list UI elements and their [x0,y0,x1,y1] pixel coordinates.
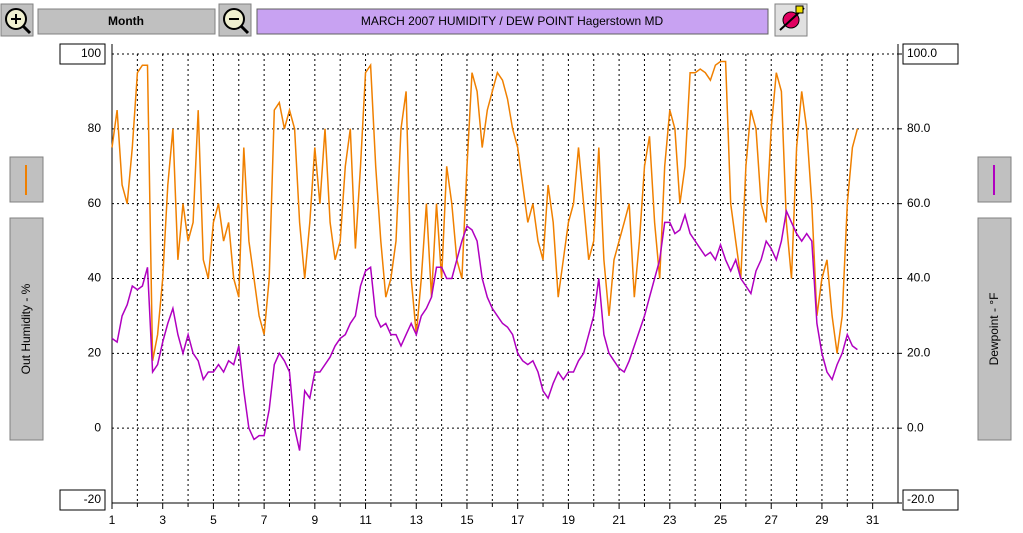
y-tick-label: 100 [81,46,101,60]
y2-axis-label: Dewpoint - °F [987,293,1001,366]
period-button[interactable] [37,8,216,35]
y2-tick-label: 0.0 [907,420,924,434]
x-tick-label: 29 [815,513,829,527]
y-tick-label: 80 [88,121,102,135]
title-box [256,8,769,35]
y-tick-label: 20 [88,346,102,360]
y-tick-label: -20 [84,492,102,506]
tick-label-box [902,489,959,511]
y-tick-label: 60 [88,196,102,210]
tick-label-box [902,43,959,65]
x-tick-label: 19 [562,513,576,527]
y2-axis-panel [977,217,1012,441]
y2-tick-label: -20.0 [907,492,935,506]
tick-label-box [59,489,106,511]
x-tick-label: 3 [159,513,166,527]
x-tick-label: 25 [714,513,728,527]
y2-tick-label: 60.0 [907,196,931,210]
x-tick-label: 31 [866,513,880,527]
x-tick-label: 17 [511,513,525,527]
y-tick-label: 40 [88,271,102,285]
zoom-in-button[interactable] [0,3,34,37]
x-tick-label: 9 [311,513,318,527]
y-axis-panel [9,217,44,441]
zoom-out-button[interactable] [218,3,252,37]
x-tick-label: 15 [460,513,474,527]
period-label: Month [108,14,144,28]
y2-tick-label: 80.0 [907,121,931,135]
x-tick-label: 1 [109,513,116,527]
x-tick-label: 23 [663,513,677,527]
x-tick-label: 7 [261,513,268,527]
series-line [111,208,858,451]
y2-tick-label: 20.0 [907,346,931,360]
x-tick-label: 11 [359,513,372,527]
x-tick-label: 13 [410,513,424,527]
options-icon[interactable] [774,3,808,37]
y-tick-label: 0 [94,420,101,434]
x-tick-label: 27 [765,513,779,527]
x-tick-label: 5 [210,513,217,527]
y-axis-label: Out Humidity - % [19,283,33,374]
tick-label-box [59,43,106,65]
x-tick-label: 21 [612,513,626,527]
y2-tick-label: 100.0 [907,46,937,60]
chart-title: MARCH 2007 HUMIDITY / DEW POINT Hagersto… [361,14,664,28]
y2-tick-label: 40.0 [907,271,931,285]
series-line [111,60,859,361]
